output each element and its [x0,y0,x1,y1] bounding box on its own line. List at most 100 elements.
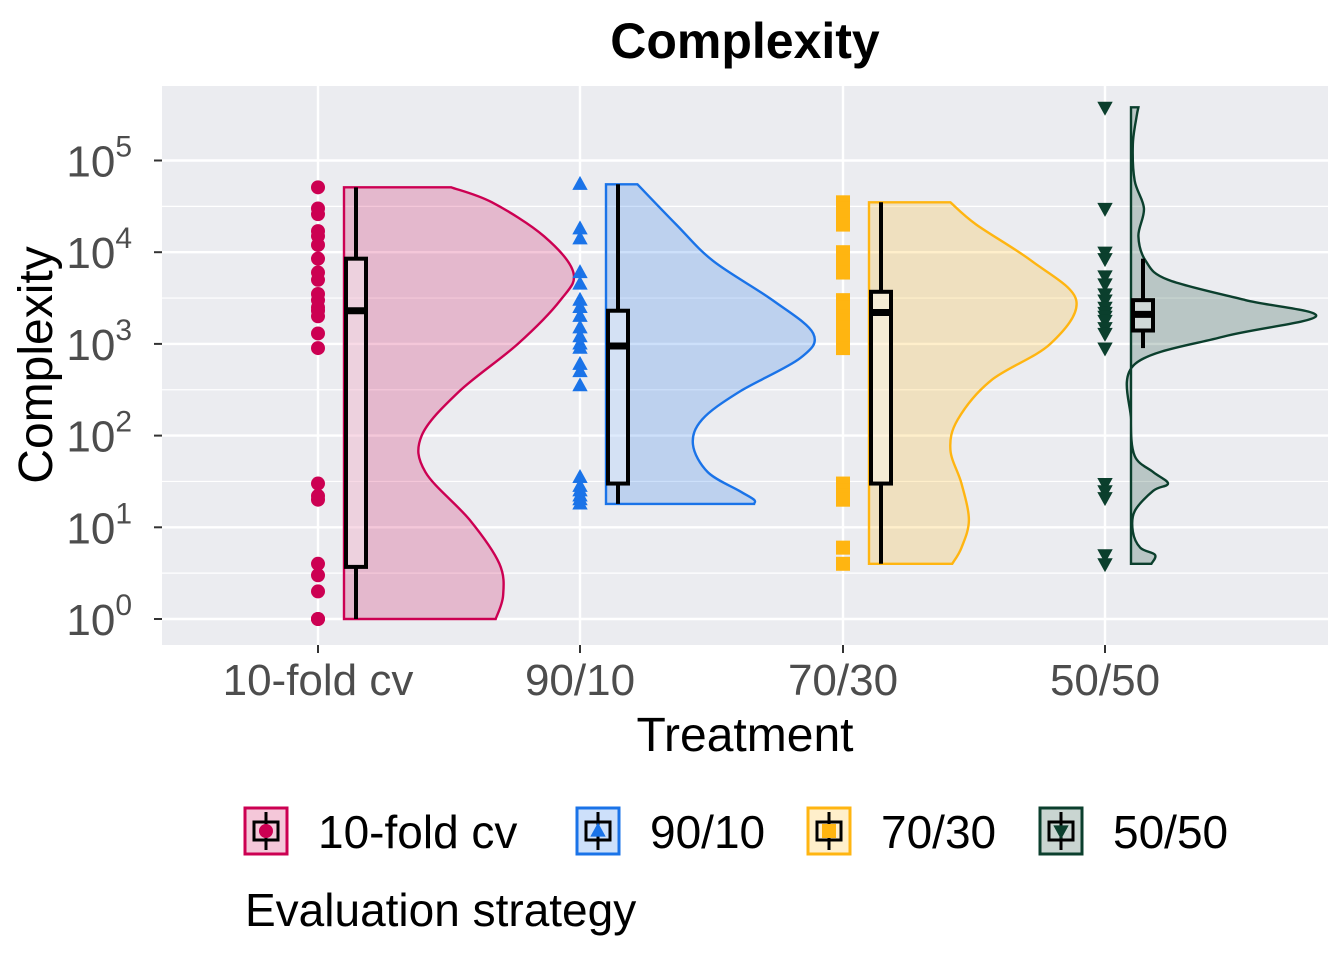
data-point [311,326,325,341]
density-cloud [342,186,576,621]
data-point [836,254,850,269]
data-point [572,275,588,290]
data-point [311,272,325,287]
legend-key-box [252,820,280,842]
data-point [1097,294,1113,309]
data-point [311,251,325,266]
legend-label: 70/30 [881,806,996,858]
y-tick-label: 104 [66,222,132,278]
legend-key-box [1047,820,1075,842]
y-tick-label: 101 [66,497,132,553]
box-iqr [606,308,630,486]
data-point [311,568,325,583]
data-point [1097,101,1113,116]
data-point [1097,558,1113,573]
box-iqr [869,289,893,486]
data-point [572,264,588,279]
data-point [1097,342,1113,357]
y-tick-base: 10 [66,229,115,278]
x-tick-label: 70/30 [788,656,898,705]
legend-key-marker [590,822,606,837]
data-point [572,220,588,235]
legend-key-marker [822,824,836,838]
data-point [572,339,588,354]
x-tick-label: 10-fold cv [223,656,414,705]
data-point [311,341,325,356]
y-tick-exponent: 3 [115,314,132,347]
data-point [572,363,588,378]
data-point [1097,270,1113,285]
data-point [572,175,588,190]
data-point [1097,314,1113,329]
data-point [836,492,850,507]
legend-key-box [584,820,612,842]
data-point [1097,202,1113,217]
y-tick-base: 10 [66,321,115,370]
data-point [1097,492,1113,507]
legend-key-marker [259,824,273,838]
data-point [572,307,588,322]
data-point [572,355,588,370]
box-layer [344,184,1155,619]
y-tick-base: 10 [66,413,115,462]
data-point [572,469,588,484]
data-point [311,492,325,507]
y-tick-label: 100 [66,589,132,645]
legend-title: Evaluation strategy [245,884,636,936]
density-layer [342,106,1318,621]
y-tick-exponent: 5 [115,131,132,164]
data-point [572,319,588,334]
density-cloud [867,201,1078,565]
y-tick-label: 105 [66,131,132,187]
legend: 10-fold cv 90/10 70/30 50/50 [243,806,1228,858]
y-tick-label: 103 [66,314,132,370]
point-layer [311,101,1113,626]
data-point [572,328,588,343]
density-cloud [604,183,817,506]
data-point [311,237,325,252]
y-tick-exponent: 1 [115,497,132,530]
legend-key-box [815,820,843,842]
x-tick-label: 90/10 [525,656,635,705]
data-point [1097,278,1113,293]
legend-label: 90/10 [650,806,765,858]
data-point [311,309,325,324]
y-tick-exponent: 2 [115,406,132,439]
data-point [572,291,588,306]
y-axis-title: Complexity [10,246,63,483]
data-point [311,556,325,571]
data-point [1097,477,1113,492]
legend-key-marker [1053,825,1069,840]
data-point [572,299,588,314]
y-tick-base: 10 [66,596,115,645]
data-point [572,377,588,392]
data-point [836,217,850,232]
y-tick-base: 10 [66,138,115,187]
data-point [572,495,588,510]
data-point [311,584,325,599]
data-point [1097,253,1113,268]
data-point [1097,549,1113,564]
y-tick-exponent: 4 [115,222,132,255]
x-axis: 10-fold cv 90/10 70/30 50/50 [223,645,1160,705]
data-point [836,265,850,280]
box-iqr [344,256,368,569]
data-point [311,612,325,626]
data-point [311,180,325,195]
data-point [572,230,588,245]
data-point [1097,327,1113,342]
data-point [311,476,325,491]
data-point [836,341,850,356]
y-tick-base: 10 [66,504,115,553]
chart-title: Complexity [610,13,880,69]
legend-label: 50/50 [1113,806,1228,858]
y-tick-exponent: 0 [115,589,132,622]
x-axis-title: Treatment [637,709,854,762]
data-point [836,556,850,571]
y-tick-label: 102 [66,406,132,462]
legend-label: 10-fold cv [318,806,517,858]
data-point [836,540,850,555]
data-point [311,207,325,222]
